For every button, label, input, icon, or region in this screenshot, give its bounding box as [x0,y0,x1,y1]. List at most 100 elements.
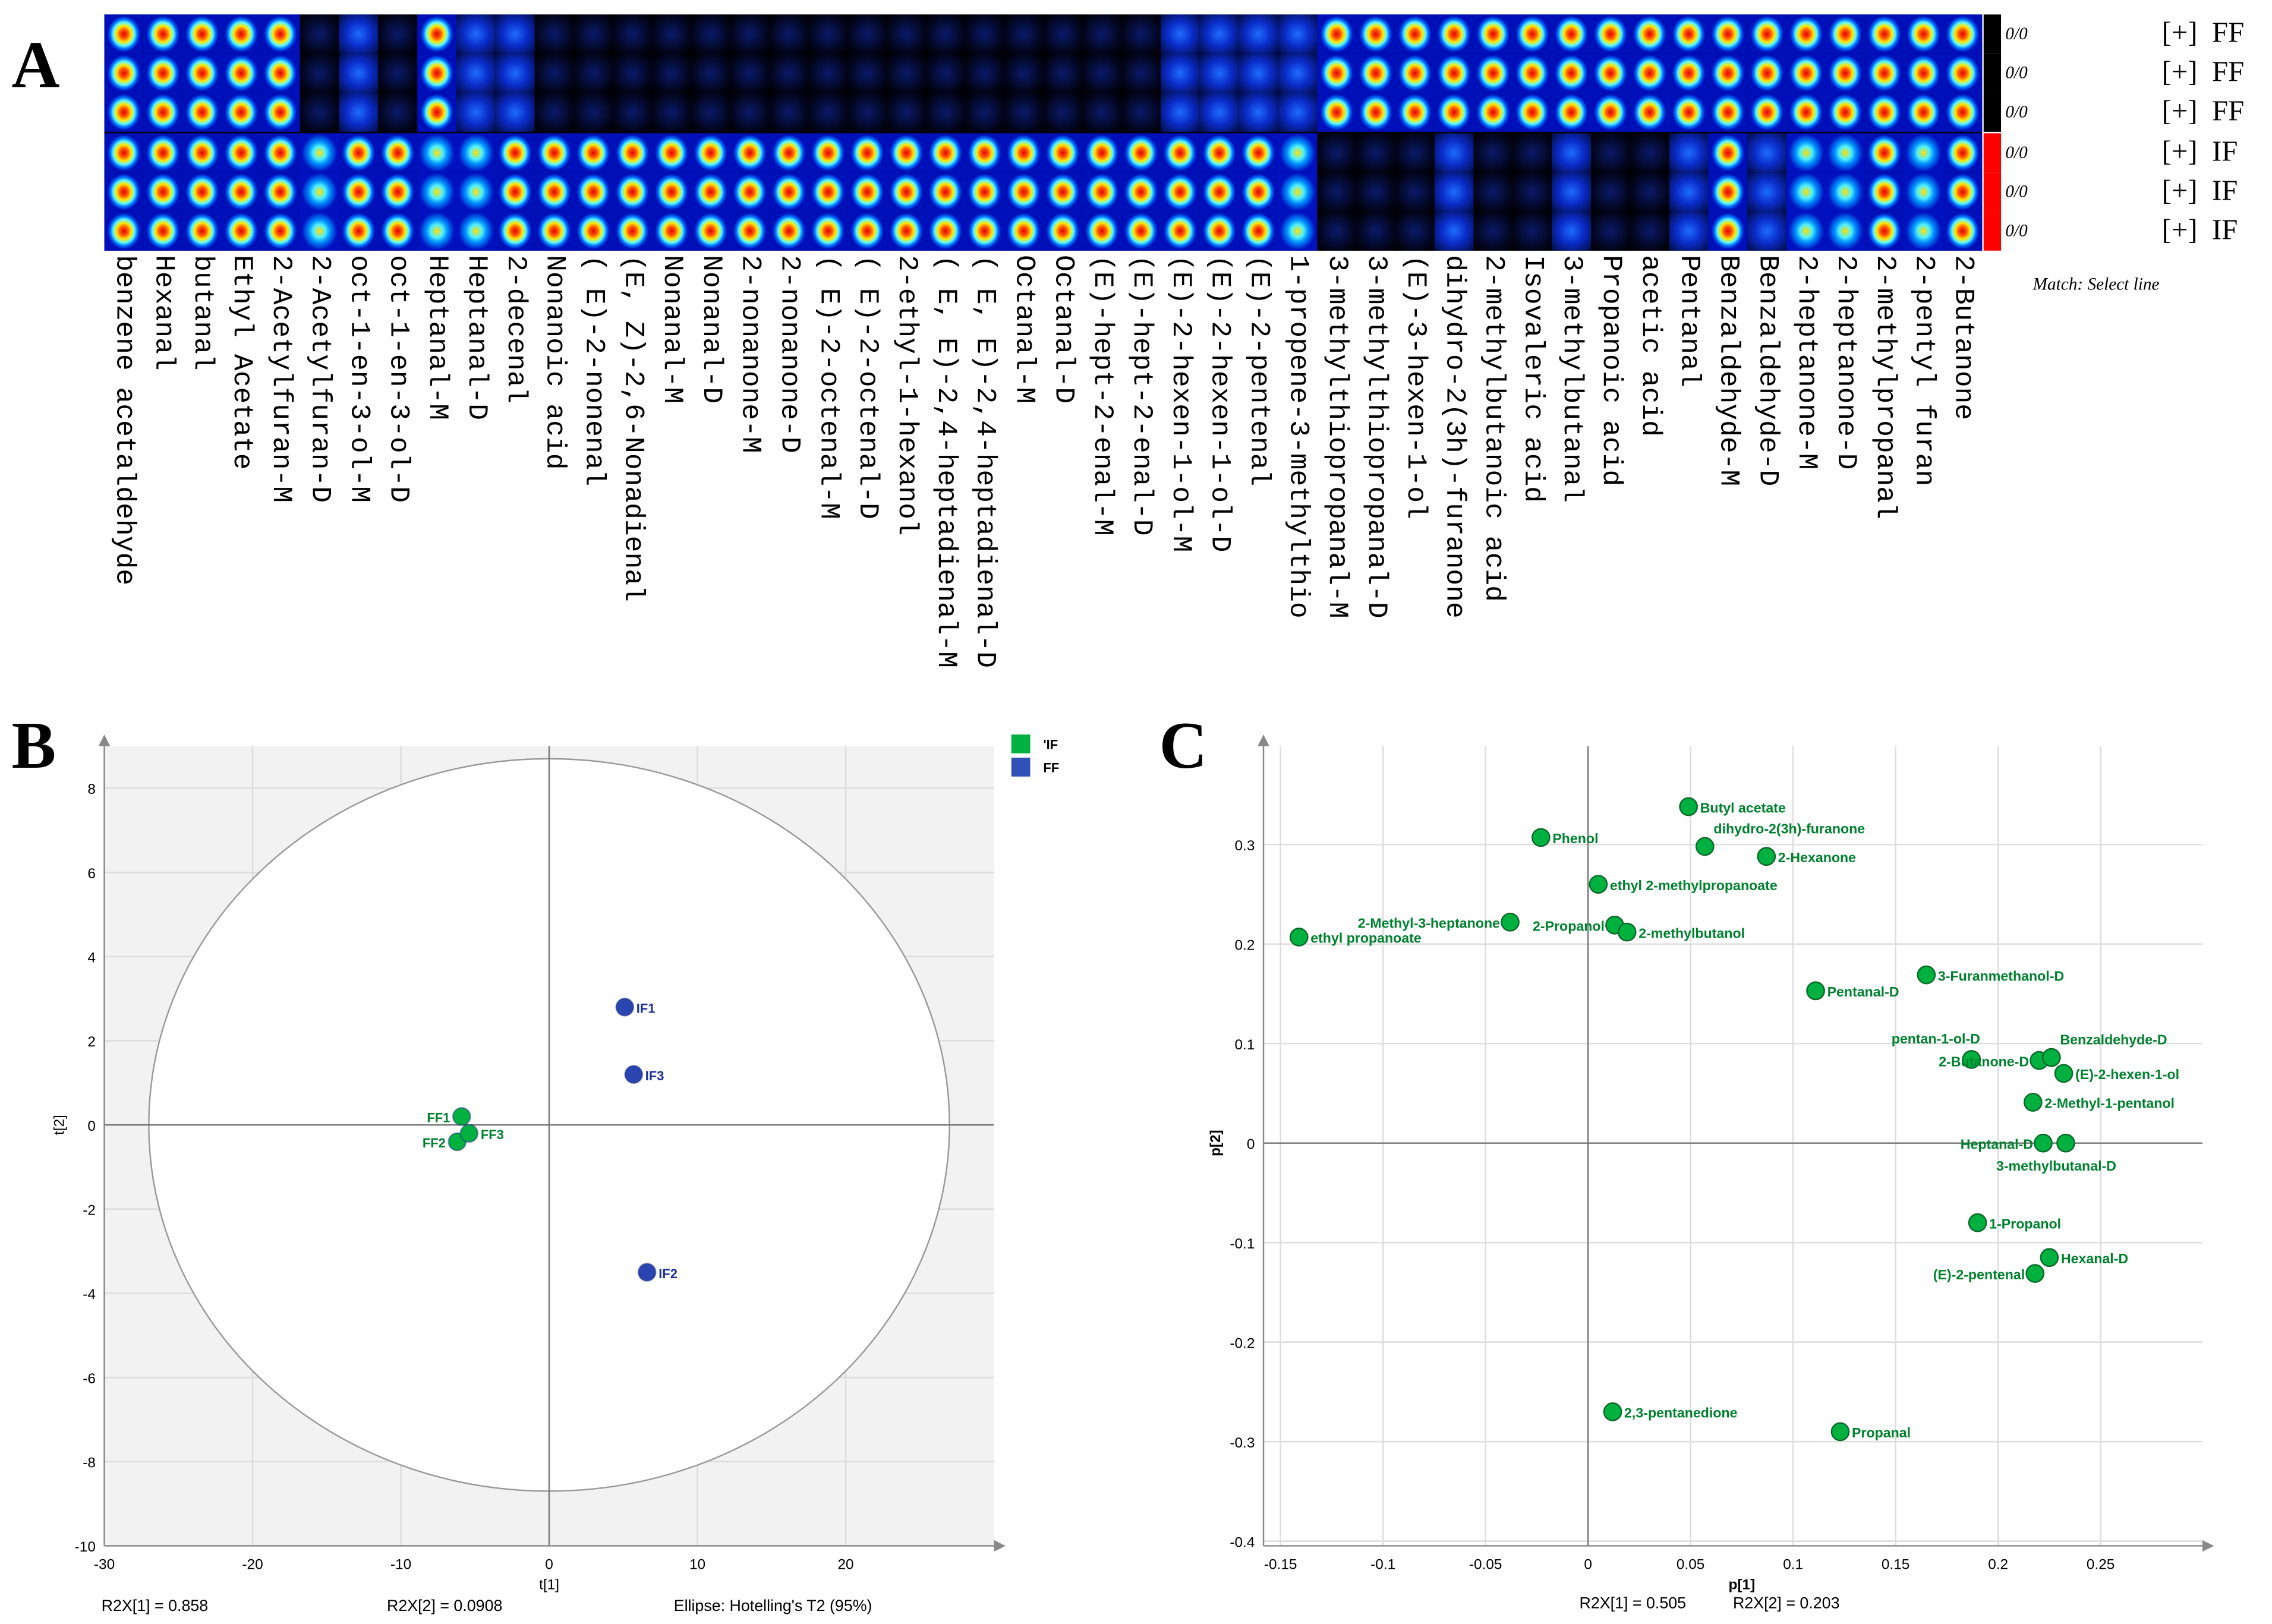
heatmap-cell [495,133,535,172]
loading-point [1968,1213,1987,1232]
heatmap-cell [339,14,379,54]
row-group-toggle[interactable]: [+] FF [2161,17,2245,49]
heatmap-cell [1239,211,1278,251]
score-point [637,1263,657,1282]
loading-point [1917,965,1936,985]
heatmap-cell [691,14,730,54]
loading-point-label: ethyl 2-methylpropanoate [1610,878,1778,893]
heatmap-cell [887,211,926,251]
heatmap-cell [1160,53,1200,93]
heatmap-cell [808,93,848,133]
x-tick-label: -20 [242,1556,263,1572]
heatmap-cell [925,172,965,212]
row-group-toggle[interactable]: [+] IF [2161,175,2238,207]
r2x-1: R2X[1] = 0.505 [1580,1594,1687,1612]
compound-label: acetic acid [1634,255,1666,437]
heatmap-cell [222,172,261,212]
group-color-bar [1983,133,2002,172]
score-point [459,1124,479,1143]
heatmap-cell [1317,211,1357,251]
loading-point-label: 2-Methyl-1-pentanol [2044,1096,2175,1111]
row-group-toggle[interactable]: [+] FF [2161,56,2245,89]
heatmap-cell [613,211,653,251]
heatmap-cell [1317,53,1357,93]
group-color-bar [1983,211,2002,251]
heatmap-cell [1630,172,1669,212]
heatmap-cell [378,133,418,172]
heatmap-cell [1786,211,1826,251]
heatmap-cell [1043,133,1083,172]
x-axis-arrow [994,1540,1006,1552]
group-color-bar [1983,14,2002,54]
y-tick-label: -4 [83,1286,96,1303]
heatmap-cell [378,172,418,212]
heatmap-cell [260,93,300,133]
heatmap-cell [1434,53,1474,93]
heatmap-cell [300,93,339,133]
heatmap-cell [652,172,691,212]
heatmap-cell [730,93,770,133]
compound-label: Benzaldehyde-D [1751,255,1784,487]
loading-point-label: 2-Hexanone [1778,850,1856,865]
compound-label: (E, Z)-2,6-Nonadienal [617,255,650,602]
heatmap-cell [1708,172,1748,212]
heatmap-cell [1864,14,1904,54]
score-point [615,997,635,1017]
row-group-toggle[interactable]: [+] FF [2161,96,2245,128]
heatmap-cell [573,211,613,251]
heatmap-cell [1826,211,1865,251]
heatmap-cell [1160,172,1200,212]
row-group-toggle[interactable]: [+] IF [2161,135,2238,168]
compound-label: 2-heptanone-D [1830,255,1862,470]
heatmap-cell [182,172,222,212]
compound-label: ( E)-2-octenal-D [852,255,884,519]
heatmap-cell [1591,172,1630,212]
heatmap-cell [1473,93,1513,133]
y-tick-label: -0.4 [1230,1534,1255,1550]
loading-point [2040,1248,2059,1267]
heatmap-cell [1747,93,1787,133]
heatmap-cell [1082,211,1122,251]
heatmap-cell [534,14,574,54]
heatmap-cell [1043,53,1083,93]
row-group-toggle[interactable]: [+] IF [2161,214,2238,247]
heatmap-cell [1004,93,1044,133]
legend-label: FF [1043,761,1059,775]
heatmap-cell [1826,14,1865,54]
heatmap-cell [1239,93,1278,133]
heatmap-cell [1591,14,1630,54]
heatmap-cell [534,172,574,212]
heatmap-cell [1395,14,1435,54]
heatmap-cell [182,133,222,172]
heatmap-cell [1239,133,1278,172]
loading-point-label: 3-methylbutanal-D [1996,1158,2116,1174]
x-tick-label: -0.1 [1370,1556,1395,1572]
loading-point-label: dihydro-2(3h)-furanone [1713,821,1865,837]
heatmap-cell [1043,14,1083,54]
heatmap-cell [1473,133,1513,172]
y-tick-label: -0.1 [1230,1236,1255,1252]
compound-label: (E)-2-hexen-1-ol-M [1165,255,1197,553]
x-tick-label: 10 [689,1556,705,1572]
score-point-label: FF3 [481,1127,504,1142]
loading-point-label: (E)-2-pentenal [1933,1267,2025,1282]
heatmap-cell [495,53,535,93]
loading-point-label: Phenol [1552,831,1598,846]
compound-label: 1-propene-3-methylthio [1282,255,1315,619]
heatmap-cell [1708,211,1748,251]
loading-point [1757,847,1776,866]
heatmap-cell [1043,93,1083,133]
heatmap-cell [495,14,535,54]
compound-label: 3-methylthiopropanal-M [1321,255,1354,619]
y-tick-label: 0.3 [1235,838,1255,854]
heatmap-cell [182,93,222,133]
heatmap-cell [1278,133,1318,172]
heatmap-cell [573,93,613,133]
heatmap-cell [1786,53,1826,93]
heatmap-cell [1552,133,1592,172]
heatmap-cell [534,93,574,133]
heatmap-cell [965,14,1004,54]
heatmap-cell [1434,172,1474,212]
heatmap-cell [1317,93,1357,133]
heatmap-cell [652,93,691,133]
